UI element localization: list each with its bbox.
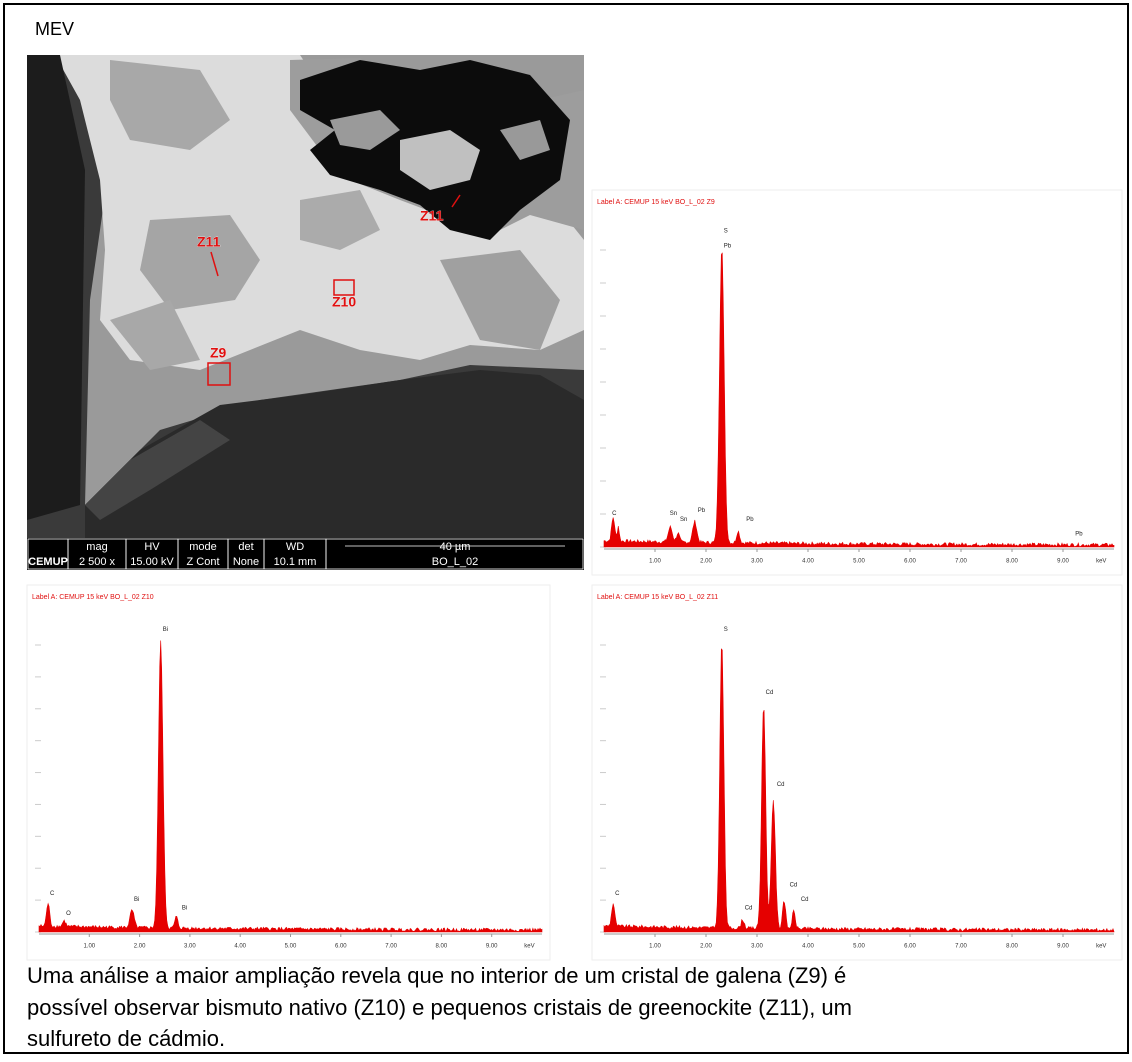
info-value: 15.00 kV xyxy=(130,556,174,568)
info-value: 2 500 x xyxy=(79,556,116,568)
x-tick-label: 2.00 xyxy=(700,559,712,565)
peak-label: Sn xyxy=(670,511,677,517)
info-header: WD xyxy=(286,541,304,553)
marker-box xyxy=(333,279,355,296)
x-tick-label: 1.00 xyxy=(649,944,661,950)
x-tick-label: 6.00 xyxy=(335,944,347,950)
sample-id: BO_L_02 xyxy=(432,556,478,568)
peak-label: Cd xyxy=(777,782,785,788)
x-tick-label: 9.00 xyxy=(1057,944,1069,950)
peak-label: Pb xyxy=(724,244,732,250)
spectrum-frame xyxy=(26,584,551,961)
x-tick-label: 6.00 xyxy=(904,559,916,565)
x-tick-label: 4.00 xyxy=(802,559,814,565)
caption: Uma análise a maior ampliação revela que… xyxy=(27,963,852,1051)
peak-label: Pb xyxy=(1075,532,1083,538)
peak-label: O xyxy=(66,911,71,917)
info-value: None xyxy=(233,556,259,568)
info-header: det xyxy=(238,541,253,553)
spectrum-header: Label A: CEMUP 15 keV BO_L_02 Z9 xyxy=(597,199,715,206)
x-tick-label: 5.00 xyxy=(853,944,865,950)
x-tick-label: 7.00 xyxy=(385,944,397,950)
x-tick-label: 5.00 xyxy=(285,944,297,950)
peak-label: Sn xyxy=(680,517,687,523)
marker-arrow xyxy=(451,194,461,208)
info-header: HV xyxy=(144,541,160,553)
x-tick-label: 4.00 xyxy=(234,944,246,950)
peak-label: Cd xyxy=(745,905,753,911)
spectrum-header: Label A: CEMUP 15 keV BO_L_02 Z11 xyxy=(597,594,718,601)
spectrum-frame xyxy=(591,584,1123,961)
info-header: mode xyxy=(189,541,217,553)
x-tick-label: 2.00 xyxy=(700,944,712,950)
caption-line: possível observar bismuto nativo (Z10) e… xyxy=(27,995,852,1020)
x-tick-label: 7.00 xyxy=(955,944,967,950)
peak-label: Cd xyxy=(766,690,774,696)
x-tick-label: 2.00 xyxy=(134,944,146,950)
x-tick-label: 1.00 xyxy=(649,559,661,565)
peak-label: Pb xyxy=(698,508,706,514)
x-tick-label: 8.00 xyxy=(436,944,448,950)
peak-label: Bi xyxy=(182,905,187,911)
peak-label: C xyxy=(50,891,55,897)
peak-label: S xyxy=(724,627,728,633)
x-tick-label: 1.00 xyxy=(83,944,95,950)
x-tick-label: 7.00 xyxy=(955,559,967,565)
logo: CEMUP xyxy=(28,556,68,568)
peak-label: C xyxy=(615,891,620,897)
peak-label: Bi xyxy=(163,627,168,633)
spectrum-curve xyxy=(603,648,1115,933)
marker-box xyxy=(207,362,231,386)
spectra: Label A: CEMUP 15 keV BO_L_02 Z9 1.00 2.00… xyxy=(26,189,1123,961)
info-header: mag xyxy=(86,541,107,553)
marker-label: Z10 xyxy=(332,294,356,310)
info-value: 10.1 mm xyxy=(274,556,317,568)
caption-line: Uma análise a maior ampliação revela que… xyxy=(27,963,846,988)
x-tick-label: 3.00 xyxy=(751,559,763,565)
spectrum-frame xyxy=(591,189,1123,576)
spectrum-curve xyxy=(38,640,543,933)
spectrum-curve xyxy=(603,252,1115,548)
marker-label: Z11 xyxy=(197,234,221,250)
x-tick-label: 6.00 xyxy=(904,944,916,950)
x-tick-label: 3.00 xyxy=(751,944,763,950)
peak-label: Cd xyxy=(801,897,809,903)
peak-label: Pb xyxy=(746,517,754,523)
x-tick-label: 9.00 xyxy=(1057,559,1069,565)
sem-image xyxy=(27,55,584,570)
x-tick-label: 3.00 xyxy=(184,944,196,950)
peak-label: Cd xyxy=(790,883,798,889)
scale-label: 40 µm xyxy=(440,541,471,553)
slide-label: MEV xyxy=(35,19,74,39)
x-tick-label: 5.00 xyxy=(853,559,865,565)
info-value: Z Cont xyxy=(186,556,219,568)
peak-label: S xyxy=(724,229,728,235)
marker-arrow xyxy=(210,251,219,277)
x-tick-label: 4.00 xyxy=(802,944,814,950)
x-tick-label: 8.00 xyxy=(1006,944,1018,950)
info-bar: CEMUP mag HV mode det WD 2 500 x 15.00 k… xyxy=(27,538,584,570)
spectrum: Label A: CEMUP 15 keV BO_L_02 Z10 1.00 2.0… xyxy=(26,584,551,961)
x-tick-label: 8.00 xyxy=(1006,559,1018,565)
spectrum: Label A: CEMUP 15 keV BO_L_02 Z9 1.00 2.00… xyxy=(591,189,1123,576)
marker-label: Z11 xyxy=(420,208,444,224)
x-unit: keV xyxy=(1096,944,1106,950)
peak-label: Bi xyxy=(134,897,139,903)
caption-line: sulfureto de cádmio. xyxy=(27,1026,225,1051)
x-tick-label: 9.00 xyxy=(486,944,498,950)
x-unit: keV xyxy=(1096,559,1106,565)
sem-markers xyxy=(207,194,461,386)
x-unit: keV xyxy=(524,944,534,950)
marker-label: Z9 xyxy=(210,345,227,361)
spectrum-header: Label A: CEMUP 15 keV BO_L_02 Z10 xyxy=(32,594,154,601)
spectrum: Label A: CEMUP 15 keV BO_L_02 Z11 1.00 2.0… xyxy=(591,584,1123,961)
peak-label: C xyxy=(612,511,617,517)
